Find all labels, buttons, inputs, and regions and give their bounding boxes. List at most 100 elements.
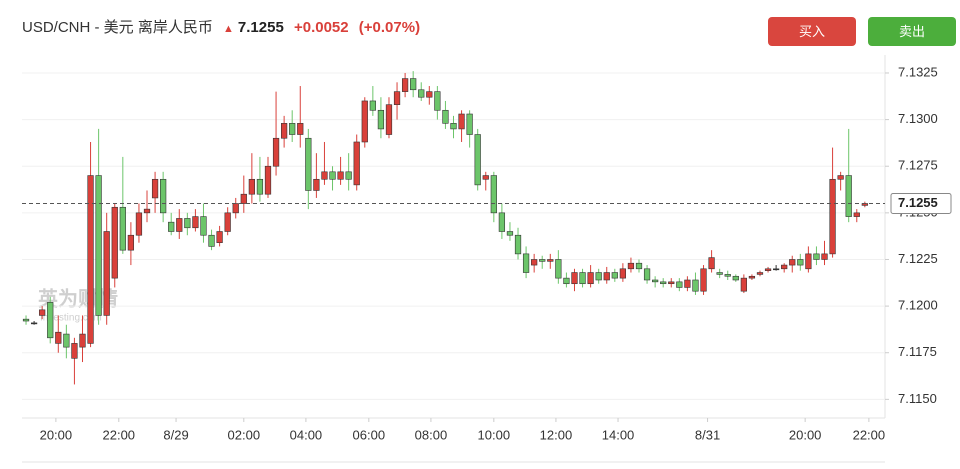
candle-body [845, 175, 852, 217]
candle-body [837, 175, 844, 180]
candle-body [522, 253, 530, 273]
candle-body [111, 206, 118, 279]
candle-body [264, 165, 272, 195]
candle-body [71, 343, 78, 359]
candle-body [732, 275, 739, 281]
candle-body [789, 259, 796, 266]
candle-body [635, 262, 643, 270]
candle-body [692, 279, 699, 292]
candle-body [813, 253, 820, 260]
candle-body [297, 123, 304, 135]
candle-body [224, 212, 231, 232]
candle-body [797, 259, 804, 266]
candle-body [498, 212, 506, 232]
candle-body [393, 91, 401, 105]
candle-body [474, 134, 481, 186]
candle-body [539, 259, 546, 262]
candle-body [579, 272, 586, 285]
candle-body [200, 216, 207, 236]
candle-body [450, 123, 457, 130]
candle-body [337, 171, 344, 180]
candle-body [555, 259, 562, 279]
candle-body [748, 275, 756, 279]
x-tick-label: 20:00 [789, 427, 822, 442]
y-tick-label: 7.1150 [898, 391, 937, 406]
candle-body [829, 178, 836, 255]
candle-body [329, 171, 336, 180]
candle-body [232, 203, 239, 214]
candle-body [853, 212, 860, 217]
x-tick-label: 22:00 [103, 427, 136, 442]
candle-body [377, 109, 385, 130]
candle-body [385, 104, 393, 135]
candle-body [176, 218, 183, 232]
x-tick-label: 08:00 [415, 427, 448, 442]
x-tick-label: 8/29 [163, 427, 188, 442]
candle-body [611, 272, 618, 279]
candle-body [47, 302, 54, 339]
candle-body [208, 234, 215, 247]
candle-body [514, 234, 522, 255]
candle-body [353, 141, 360, 186]
candle-body [442, 109, 449, 124]
watermark-site: Investing.com [40, 313, 102, 324]
candle-body [587, 272, 594, 285]
candle-body [708, 257, 715, 270]
candle-body [563, 277, 570, 285]
candle-body [547, 259, 554, 262]
candle-body [168, 221, 175, 232]
candle-body [289, 123, 296, 135]
candle-body [184, 218, 191, 229]
candle-body [619, 268, 626, 279]
y-tick-label: 7.1200 [898, 298, 938, 313]
candle-body [192, 216, 199, 229]
symbol: USD/CNH - 美元 离岸人民币 [22, 19, 213, 36]
candle-body [571, 272, 578, 285]
candle-body [756, 272, 764, 275]
y-tick-label: 7.1175 [898, 344, 937, 359]
candle-body [79, 333, 86, 348]
x-tick-label: 20:00 [40, 427, 73, 442]
candle-body [740, 277, 747, 292]
current-price-label: 7.1255 [898, 195, 938, 210]
change: +0.0052 [293, 19, 349, 36]
candle-body [272, 137, 280, 167]
candle-body [660, 281, 667, 285]
candle-body [216, 231, 223, 243]
candle-body [676, 281, 683, 288]
x-tick-label: 14:00 [602, 427, 635, 442]
candle-body [716, 272, 723, 275]
candle-body [531, 259, 538, 266]
candle-body [95, 175, 102, 316]
candle-body [22, 318, 30, 322]
candle-body [63, 333, 70, 348]
candle-body [764, 268, 772, 271]
candle-body [55, 331, 62, 344]
candle-body [248, 178, 255, 195]
candle-body [506, 231, 514, 236]
candle-body [39, 309, 46, 316]
x-tick-label: 12:00 [540, 427, 573, 442]
candle-body [256, 178, 264, 195]
candle-body [627, 262, 635, 270]
buy-button[interactable]: 买入 [768, 17, 856, 46]
candle-body [490, 175, 497, 214]
y-tick-label: 7.1275 [898, 158, 938, 173]
candle-body [482, 175, 489, 180]
candle-body [410, 78, 417, 91]
candle-body [135, 212, 143, 236]
sell-button[interactable]: 卖出 [868, 17, 956, 46]
candle-body [781, 264, 788, 270]
candle-body [345, 171, 352, 180]
x-tick-label: 10:00 [478, 427, 511, 442]
candle-body [595, 272, 602, 281]
x-tick-label: 02:00 [228, 427, 261, 442]
candle-body [652, 279, 659, 283]
x-tick-label: 06:00 [353, 427, 386, 442]
candle-body [401, 78, 409, 92]
candle-body [240, 193, 247, 204]
candle-body [305, 137, 312, 191]
candle-body [361, 100, 368, 143]
candle-body [821, 253, 828, 260]
